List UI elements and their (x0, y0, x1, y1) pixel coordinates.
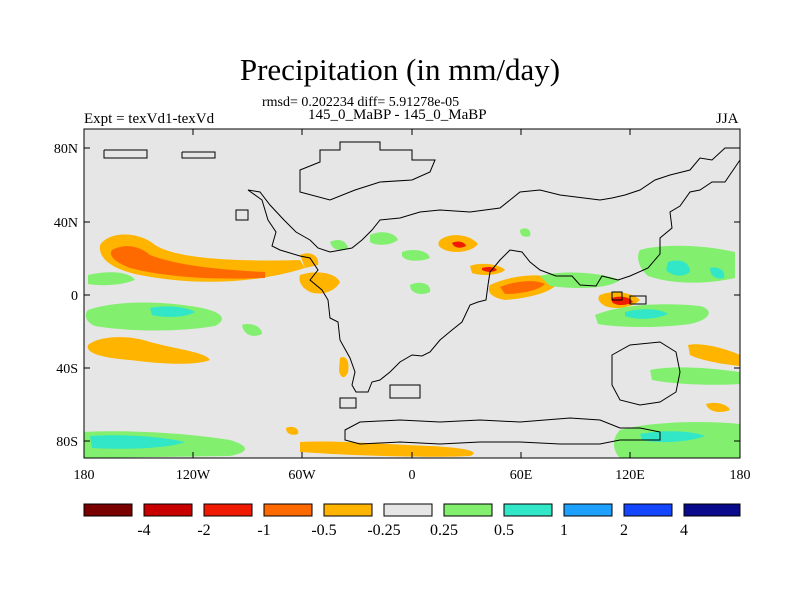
colorbar-box (143, 503, 193, 517)
colorbar-label: -4 (137, 522, 150, 539)
anomaly-blob (666, 260, 690, 276)
colorbar-box (623, 503, 673, 517)
map-title: Precipitation (in mm/day) (239, 52, 561, 87)
colorbar-label: 0.5 (494, 522, 514, 539)
anomaly-blob (500, 281, 545, 294)
colorbar-box (263, 503, 313, 517)
anomaly-blob (402, 250, 430, 261)
map-background (84, 129, 740, 458)
anomaly-blob (710, 267, 725, 279)
colorbar-label: -0.5 (311, 522, 336, 539)
coastline (344, 417, 661, 445)
colorbar-box (203, 503, 253, 517)
season-label: JJA (716, 111, 739, 127)
coastlines (103, 141, 741, 445)
coastline (103, 149, 148, 159)
anomaly-blob (688, 344, 740, 366)
colorbar-box (683, 503, 741, 517)
colorbar-box (383, 503, 433, 517)
lat-ticks (84, 147, 740, 442)
case-line: 145_0_MaBP - 145_0_MaBP (308, 107, 487, 123)
anomaly-blob (87, 337, 210, 364)
coastline (611, 341, 681, 406)
anomaly-blob (90, 435, 185, 449)
coastline (235, 209, 249, 221)
coastline (339, 397, 357, 409)
lon-label: 120E (615, 468, 645, 483)
anomaly-blob (706, 402, 730, 412)
anomaly-blob (110, 246, 265, 279)
lon-ticks (192, 129, 631, 458)
anomaly-blob (339, 357, 349, 378)
lat-label: 0 (71, 289, 78, 304)
colorbar-label: 2 (620, 522, 628, 539)
anomaly-blob (286, 426, 299, 435)
colorbar-label: 4 (680, 522, 688, 539)
anomaly-blob (625, 309, 668, 319)
lat-label: 80S (56, 435, 78, 450)
lat-label: 40N (54, 216, 78, 231)
coastline (629, 295, 647, 305)
colorbar-box (503, 503, 553, 517)
coastline (611, 291, 623, 301)
lon-label: 120W (176, 468, 211, 483)
anomaly-blob (640, 431, 705, 443)
lon-label: 180 (74, 468, 95, 483)
colorbar-box (323, 503, 373, 517)
colorbar-box (83, 503, 133, 517)
lon-label: 60W (288, 468, 316, 483)
anomaly-blob (242, 324, 262, 336)
colorbar-label: -0.25 (367, 522, 400, 539)
expt-label: Expt = texVd1-texVd (84, 111, 215, 127)
stats-line: rmsd= 0.202234 diff= 5.91278e-05 (262, 95, 460, 110)
coastline (389, 384, 421, 399)
colorbar-box (443, 503, 493, 517)
colorbar (83, 503, 741, 517)
anomaly-blob (650, 367, 740, 385)
lon-label: 180 (730, 468, 751, 483)
anomaly-blob (410, 282, 431, 294)
lat-label: 80N (54, 142, 78, 157)
anomaly-blob (520, 228, 531, 237)
anomaly-blob (330, 240, 348, 250)
anomaly-blob (300, 441, 474, 457)
coastline (181, 151, 216, 159)
anomaly-blob (370, 232, 398, 245)
lon-label: 60E (510, 468, 533, 483)
coastline (299, 141, 436, 201)
anomaly-blob (452, 241, 466, 248)
colorbar-label: -1 (257, 522, 270, 539)
coastline (247, 147, 741, 393)
anomaly-blob (612, 296, 633, 305)
lon-label: 0 (409, 468, 416, 483)
colorbar-label: 0.25 (430, 522, 458, 539)
lat-label: 40S (56, 362, 78, 377)
anomaly-blob (150, 306, 195, 317)
anomaly-blob (299, 272, 340, 294)
colorbar-box (563, 503, 613, 517)
colorbar-label: -2 (197, 522, 210, 539)
anomaly-blob (88, 272, 135, 286)
colorbar-label: 1 (560, 522, 568, 539)
